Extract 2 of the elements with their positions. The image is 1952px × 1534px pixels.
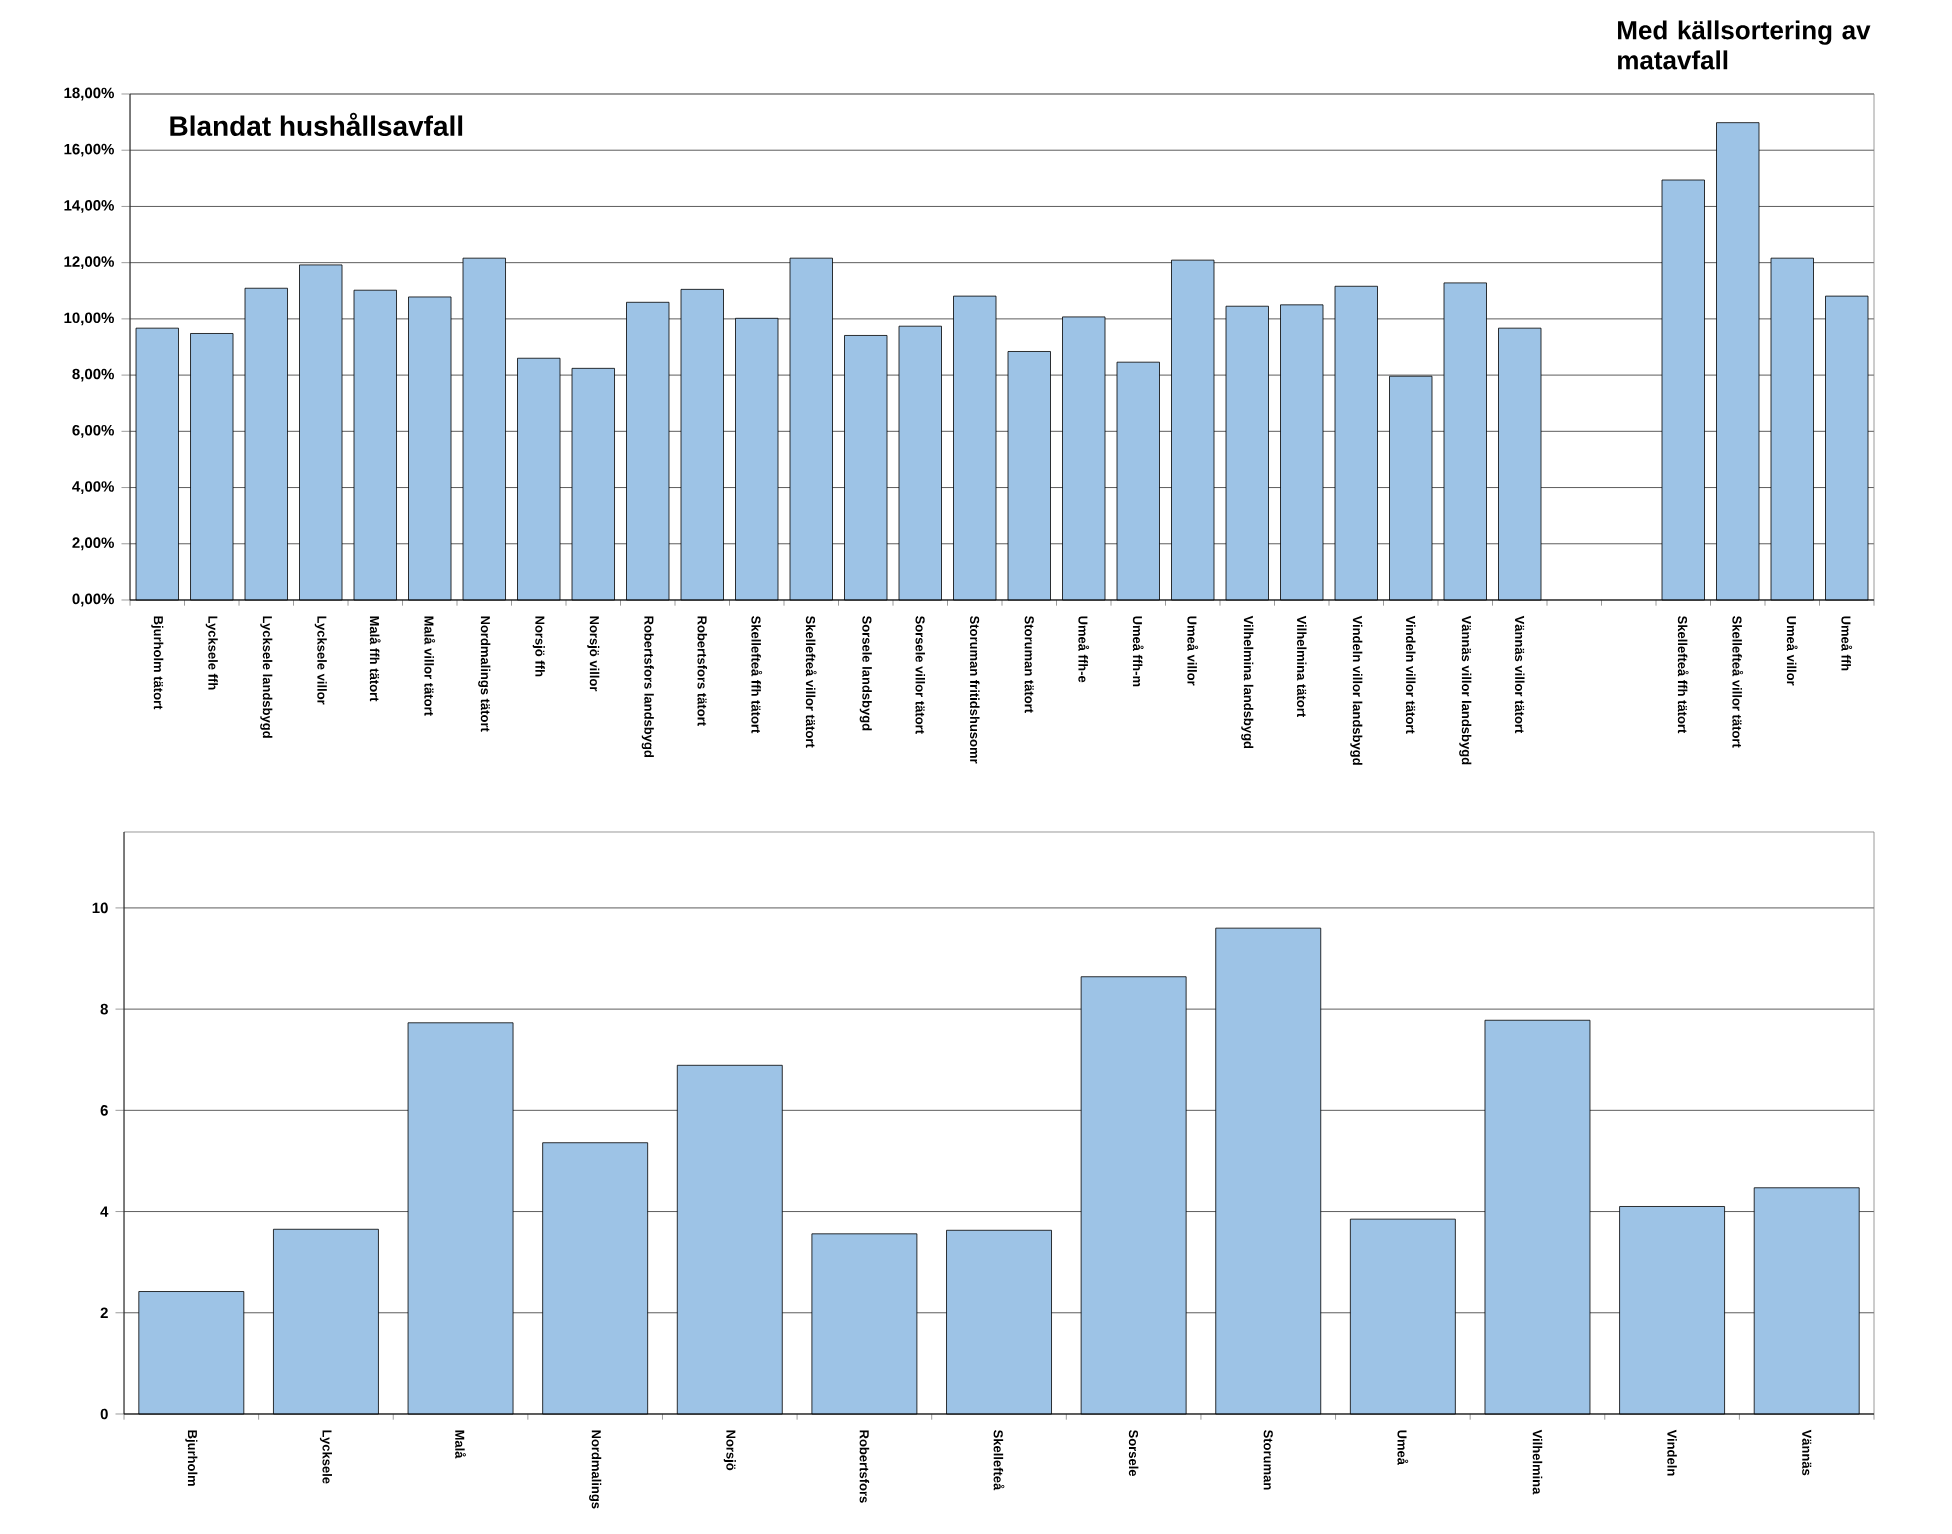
- text: Med källsortering av matavfall: [1618, 20, 1871, 70]
- text: Blandat hushållsavfall: [170, 112, 463, 137]
